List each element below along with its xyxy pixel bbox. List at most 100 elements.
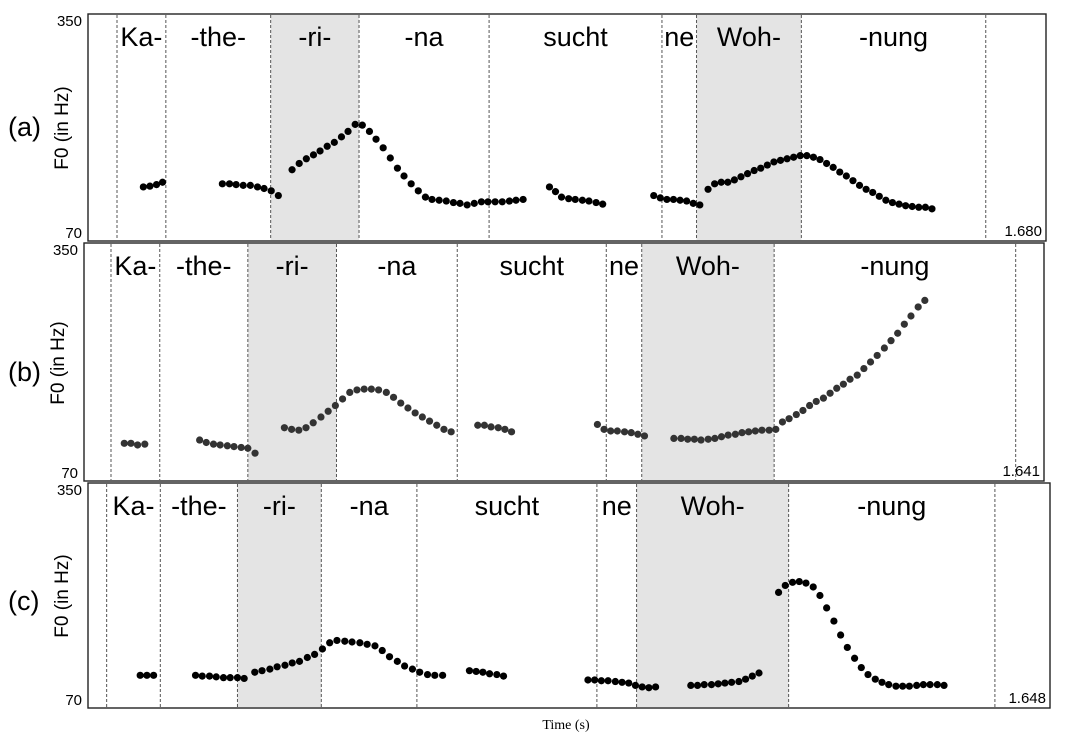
y-tick-label: 70 bbox=[61, 465, 78, 482]
f0-point bbox=[309, 419, 317, 427]
f0-point bbox=[822, 159, 831, 168]
y-tick-label: 350 bbox=[57, 482, 82, 499]
f0-point bbox=[711, 434, 719, 442]
f0-point bbox=[578, 196, 586, 204]
syllable-label: sucht bbox=[543, 22, 608, 52]
f0-point bbox=[788, 578, 797, 586]
f0-point bbox=[498, 198, 506, 206]
panel-2: Ka- -the- -ri- -na sucht ne Woh- -nung 1.641 350 7… bbox=[8, 242, 1045, 482]
f0-point bbox=[765, 426, 773, 434]
f0-point bbox=[763, 161, 771, 169]
syllable-label: -na bbox=[350, 491, 390, 521]
f0-point bbox=[251, 668, 259, 676]
y-tick-label: 350 bbox=[57, 13, 82, 30]
duration-label: 1.641 bbox=[1002, 463, 1040, 480]
f0-point bbox=[902, 202, 910, 210]
f0-point bbox=[337, 133, 346, 141]
f0-point bbox=[333, 636, 341, 645]
f0-point bbox=[755, 669, 763, 677]
f0-point bbox=[202, 438, 210, 447]
f0-point bbox=[600, 425, 608, 433]
f0-point bbox=[295, 657, 304, 665]
f0-point bbox=[317, 413, 325, 421]
f0-point bbox=[389, 393, 398, 401]
f0-point bbox=[477, 198, 486, 206]
f0-point bbox=[696, 201, 704, 209]
f0-point bbox=[684, 435, 692, 443]
syllable-label: -ri- bbox=[263, 491, 296, 521]
f0-point bbox=[792, 410, 800, 419]
f0-point bbox=[295, 159, 303, 168]
f0-point bbox=[353, 386, 361, 394]
f0-point bbox=[670, 434, 678, 442]
f0-point bbox=[731, 430, 739, 438]
f0-point bbox=[846, 375, 854, 383]
f0-point bbox=[484, 198, 492, 206]
syllable-label: -nung bbox=[860, 251, 929, 281]
f0-point bbox=[895, 200, 903, 208]
f0-point bbox=[356, 639, 364, 647]
f0-point bbox=[565, 195, 573, 203]
f0-point bbox=[887, 337, 895, 345]
f0-point bbox=[487, 423, 495, 431]
syllable-label: Woh- bbox=[717, 22, 781, 52]
f0-point bbox=[416, 668, 424, 676]
f0-point bbox=[795, 577, 803, 586]
f0-point bbox=[393, 164, 402, 172]
f0-point bbox=[650, 191, 658, 200]
f0-point bbox=[743, 170, 752, 178]
f0-point bbox=[479, 668, 487, 676]
f0-point bbox=[439, 671, 447, 679]
f0-point bbox=[597, 677, 605, 685]
f0-point bbox=[435, 196, 443, 204]
f0-point bbox=[899, 682, 907, 690]
f0-point bbox=[267, 187, 275, 195]
f0-point bbox=[463, 201, 471, 209]
f0-point bbox=[512, 196, 520, 204]
f0-point bbox=[735, 677, 743, 686]
f0-point bbox=[428, 195, 436, 204]
f0-point bbox=[251, 449, 259, 457]
f0-point bbox=[892, 682, 900, 690]
f0-point bbox=[571, 195, 579, 204]
f0-point bbox=[507, 428, 516, 436]
f0-point bbox=[491, 198, 499, 206]
x-axis-label: Time (s) bbox=[542, 718, 590, 733]
syllable-label: -nung bbox=[857, 491, 926, 521]
f0-point bbox=[423, 670, 432, 679]
f0-point bbox=[408, 665, 417, 673]
f0-point bbox=[857, 663, 865, 672]
f0-point bbox=[908, 202, 916, 211]
f0-point bbox=[842, 172, 850, 180]
f0-point bbox=[802, 579, 810, 587]
f0-point bbox=[382, 388, 390, 396]
y-tick-label: 70 bbox=[65, 692, 82, 709]
f0-point bbox=[645, 684, 653, 692]
f0-point bbox=[295, 426, 303, 434]
f0-point bbox=[785, 415, 793, 423]
f0-point bbox=[843, 643, 851, 652]
f0-point bbox=[826, 389, 834, 397]
f0-point bbox=[141, 440, 149, 448]
f0-point bbox=[663, 195, 671, 204]
f0-point bbox=[745, 428, 753, 436]
f0-point bbox=[849, 177, 857, 185]
f0-point bbox=[253, 183, 262, 191]
f0-point bbox=[519, 195, 527, 204]
syllable-label: sucht bbox=[499, 251, 564, 281]
f0-point bbox=[704, 185, 712, 193]
f0-point bbox=[871, 675, 879, 683]
f0-point bbox=[237, 443, 245, 452]
f0-point bbox=[365, 127, 374, 136]
f0-point bbox=[260, 184, 268, 193]
f0-point bbox=[599, 200, 607, 208]
f0-point bbox=[724, 431, 732, 439]
f0-point bbox=[697, 436, 705, 444]
f0-point bbox=[604, 677, 612, 685]
f0-point bbox=[677, 434, 685, 442]
syllable-label: -the- bbox=[176, 251, 232, 281]
f0-point bbox=[239, 181, 247, 189]
f0-point bbox=[226, 674, 234, 682]
f0-point bbox=[400, 172, 408, 180]
f0-point bbox=[770, 158, 778, 166]
